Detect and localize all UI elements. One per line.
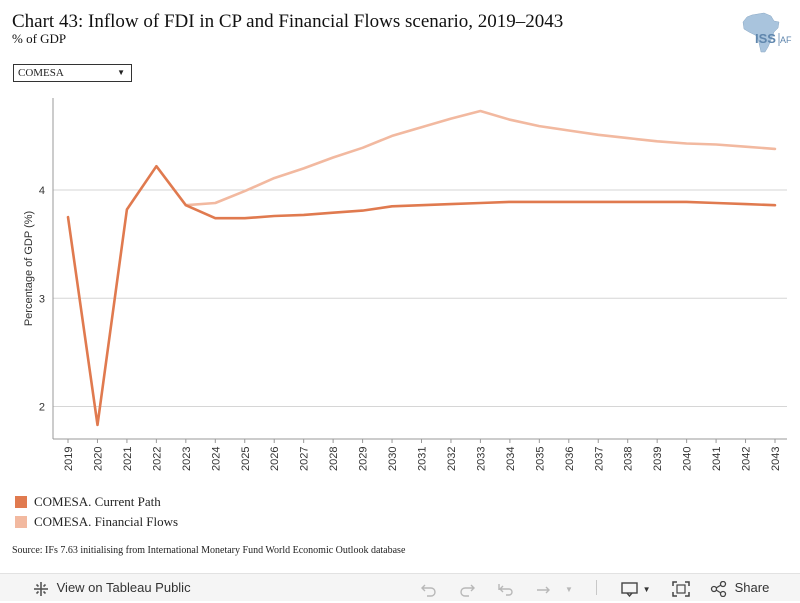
x-tick-label: 2030 [387,447,399,471]
toolbar-divider [596,580,597,595]
share-icon [710,580,727,597]
x-tick-label: 2028 [328,447,340,471]
y-axis-label: Percentage of GDP (%) [23,211,35,326]
x-tick-label: 2036 [564,447,576,471]
x-tick-label: 2025 [240,447,252,471]
legend-label-current-path: COMESA. Current Path [34,494,161,509]
x-tick-label: 2024 [210,447,222,471]
chevron-down-icon: ▼ [565,585,573,594]
tableau-toolbar: View on Tableau Public ▼ ▼ Share [0,573,800,601]
y-tick-label: 3 [39,293,45,305]
x-tick-label: 2027 [299,447,311,471]
refresh-icon [537,586,550,594]
x-tick-label: 2022 [151,447,163,471]
x-tick-label: 2038 [623,447,635,471]
redo-button[interactable] [458,574,476,601]
undo-button[interactable] [420,574,438,601]
x-tick-label: 2042 [741,447,753,471]
chevron-down-icon: ▼ [642,585,651,594]
y-tick-label: 2 [39,402,45,414]
x-tick-label: 2029 [358,447,370,471]
x-tick-label: 2023 [181,447,193,471]
share-label: Share [734,580,770,595]
region-select[interactable]: COMESA ▼ [13,64,132,82]
chevron-down-icon: ▼ [117,68,125,77]
pause-menu-button[interactable]: ▼ [565,574,573,601]
x-tick-label: 2037 [593,447,605,471]
x-tick-label: 2031 [417,447,429,471]
x-tick-label: 2043 [770,447,782,471]
line-chart: 2 3 4 Percentage of GDP (%) 2019 2020 2021 2022… [23,98,787,471]
x-tick-label: 2035 [534,447,546,471]
fullscreen-button[interactable] [672,574,690,601]
download-button[interactable]: ▼ [621,574,651,601]
logo-text: ISS [755,31,776,46]
legend-swatch-current-path [15,496,27,508]
chart-subtitle: % of GDP [12,31,67,46]
legend: COMESA. Current Path COMESA. Financial F… [15,492,178,532]
chart-title: Chart 43: Inflow of FDI in CP and Financ… [12,11,564,32]
download-icon [621,581,638,597]
revert-icon [498,583,513,596]
source-note: Source: IFs 7.63 initialising from Inter… [12,545,406,556]
x-tick-label: 2021 [122,447,134,471]
series-line-current-path [66,164,777,427]
legend-item-financial-flows[interactable]: COMESA. Financial Flows [15,512,178,532]
x-tick-label: 2039 [652,447,664,471]
series-line-financial-flows [184,109,777,207]
x-tick-label: 2032 [446,447,458,471]
fullscreen-icon [672,580,690,597]
share-button[interactable]: Share [710,574,769,601]
legend-label-financial-flows: COMESA. Financial Flows [34,514,179,529]
region-select-value: COMESA [18,67,64,79]
legend-item-current-path[interactable]: COMESA. Current Path [15,492,178,512]
view-on-tableau-label: View on Tableau Public [56,580,191,595]
revert-button[interactable] [497,574,515,601]
x-tick-label: 2026 [269,447,281,471]
x-tick-label: 2034 [505,447,517,471]
refresh-button[interactable] [535,574,555,601]
y-tick-label: 4 [39,185,45,197]
x-tick-label: 2020 [92,447,104,471]
x-tick-label: 2033 [475,447,487,471]
x-tick-label: 2040 [682,447,694,471]
logo-suffix: AFI [780,35,792,45]
redo-icon [460,584,475,597]
x-tick-label: 2041 [711,447,723,471]
legend-swatch-financial-flows [15,516,27,528]
x-tick-label: 2019 [63,447,75,471]
tableau-logo-icon [34,581,48,596]
undo-icon [421,584,436,597]
iss-africa-logo[interactable]: ISS AFI [738,12,792,56]
view-on-tableau-button[interactable]: View on Tableau Public [33,574,191,601]
